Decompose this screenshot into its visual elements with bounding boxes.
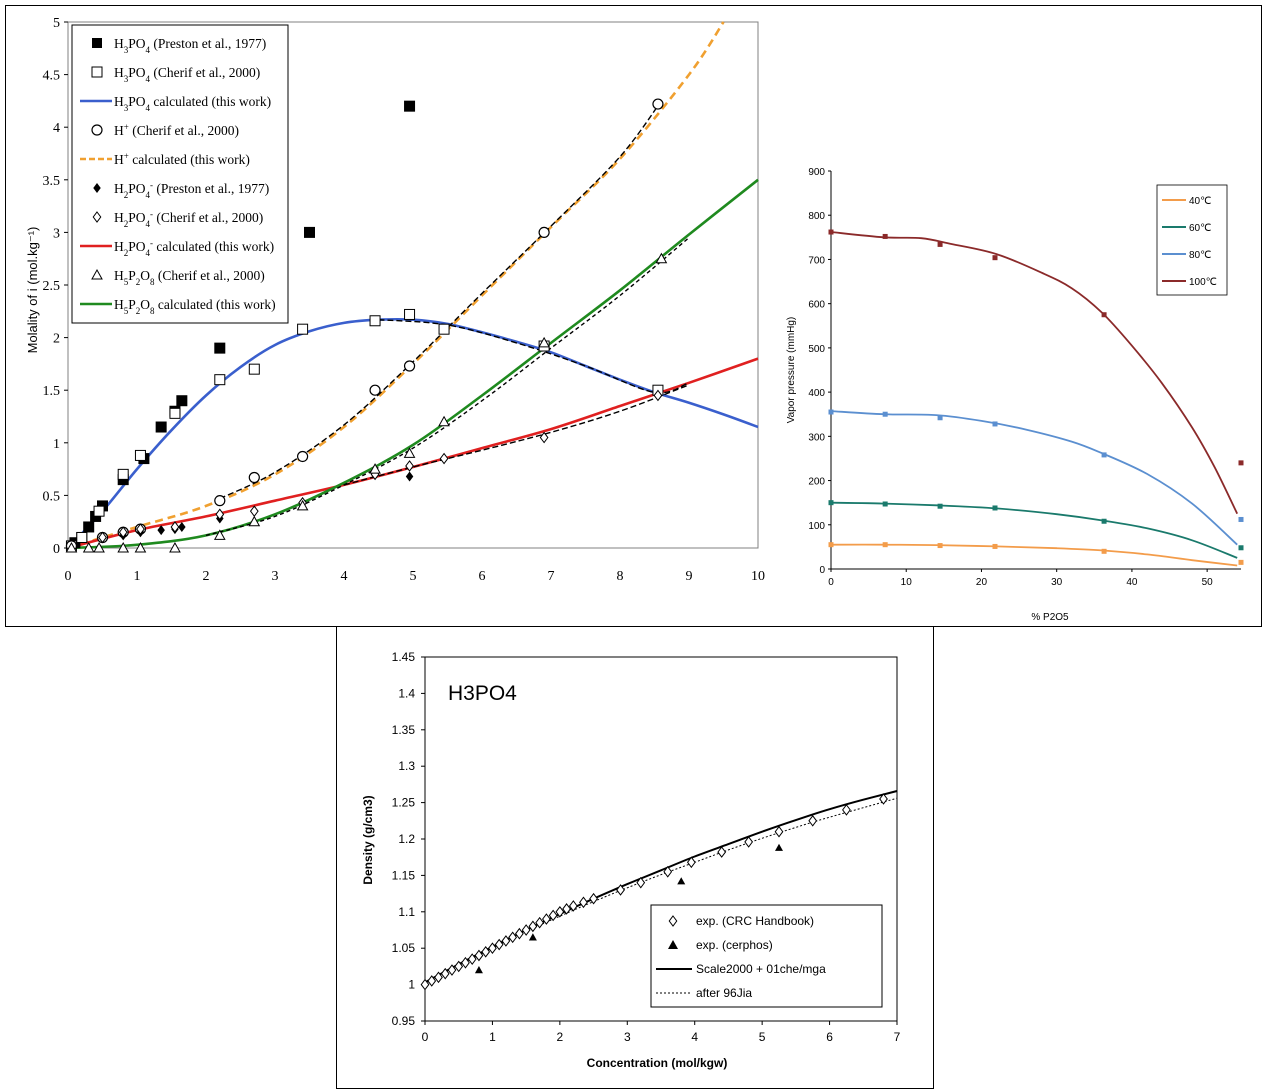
top-figure-panel [5,5,1262,627]
bottom-figure-panel [336,627,934,1089]
